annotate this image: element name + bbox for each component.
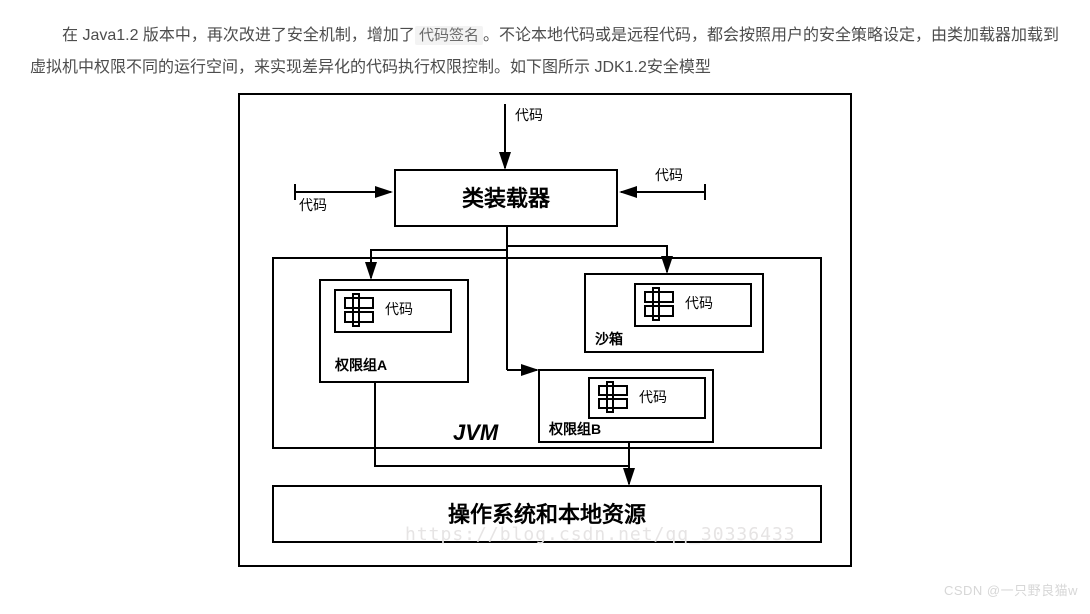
figure-watermark: https://blog.csdn.net/qq_30336433 xyxy=(405,524,796,545)
label-group-b: 权限组B xyxy=(548,421,601,437)
label-code-b: 代码 xyxy=(639,389,667,405)
diagram-figure: 代码 类装载器 代码 代码 代码 权限组A 代码 沙箱 代码 权限组B JVM … xyxy=(30,90,1060,570)
body-paragraph: 在 Java1.2 版本中，再次改进了安全机制，增加了代码签名。不论本地代码或是… xyxy=(30,20,1060,84)
label-code-sandbox: 代码 xyxy=(685,295,713,311)
label-code-a: 代码 xyxy=(385,301,413,317)
page-watermark: CSDN @一只野良猫w xyxy=(944,578,1078,604)
label-code-left: 代码 xyxy=(299,197,327,213)
label-loader: 类装载器 xyxy=(462,186,551,211)
inline-code: 代码签名 xyxy=(415,26,483,45)
label-code-right: 代码 xyxy=(655,167,683,183)
label-code-top: 代码 xyxy=(515,107,543,123)
label-sandbox: 沙箱 xyxy=(595,331,623,347)
label-group-a: 权限组A xyxy=(334,357,387,373)
para-prefix: 在 Java1.2 版本中，再次改进了安全机制，增加了 xyxy=(62,27,415,44)
label-jvm: JVM xyxy=(453,420,499,445)
